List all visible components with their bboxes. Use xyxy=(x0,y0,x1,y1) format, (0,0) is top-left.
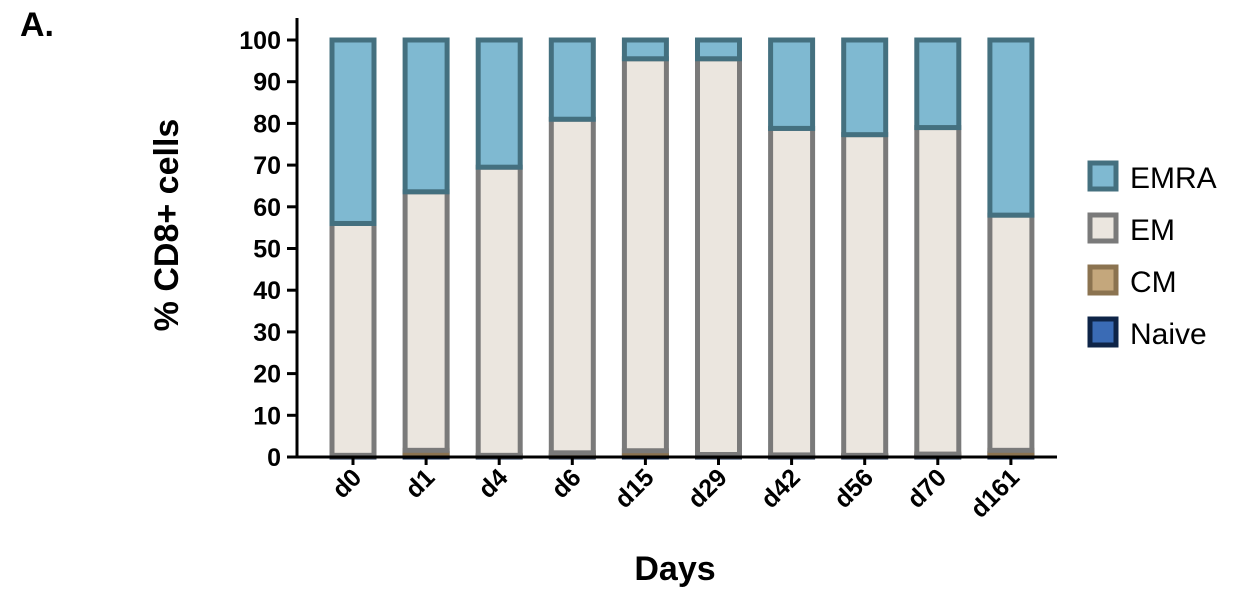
y-tick-label: 40 xyxy=(253,277,281,305)
legend-swatch-cm xyxy=(1087,264,1119,296)
bar-segment-d1-em xyxy=(402,189,450,453)
legend-label-naive: Naive xyxy=(1130,318,1207,351)
y-tick-label: 10 xyxy=(253,402,281,430)
legend: EMRA EM CM Naive xyxy=(1087,160,1217,351)
x-tick-label-d6: d6 xyxy=(546,463,586,503)
bar-segment-d70-em xyxy=(914,125,962,457)
bar-segment-d56-emra xyxy=(841,37,889,138)
bar-segment-d1-emra xyxy=(402,37,450,195)
bar-segment-d15-em xyxy=(621,56,669,454)
y-tick-label: 70 xyxy=(253,152,281,180)
legend-swatch-naive xyxy=(1087,316,1119,348)
bar-segment-d15-emra xyxy=(621,37,669,62)
bar-segment-d29-emra xyxy=(695,37,742,62)
x-tick-label-d161: d161 xyxy=(965,463,1025,523)
bar-segment-d161-em xyxy=(987,212,1035,453)
bar-segment-d161-emra xyxy=(987,37,1035,218)
x-tick-label-d56: d56 xyxy=(829,463,879,513)
x-ticks-group: d0 d1 d4 d6 d15 d29 d42 d56 d70 d161 xyxy=(327,457,1025,524)
y-tick-label: 50 xyxy=(253,236,281,264)
legend-label-cm: CM xyxy=(1130,266,1177,299)
bar-segment-d0-emra xyxy=(329,37,377,226)
y-tick-label: 100 xyxy=(239,27,281,55)
bar-segment-d4-em xyxy=(475,164,523,458)
x-tick-label-d15: d15 xyxy=(609,463,659,513)
bar-segment-d0-em xyxy=(329,220,377,458)
axes-group xyxy=(295,18,1057,459)
y-tick-label: 0 xyxy=(267,444,281,472)
x-tick-label-d4: d4 xyxy=(473,463,513,503)
legend-label-em: EM xyxy=(1130,214,1175,247)
y-axis-title: % CD8+ cells xyxy=(148,119,186,332)
bar-segment-d42-em xyxy=(768,125,816,458)
bar-segment-d6-emra xyxy=(548,37,596,122)
panel-label: A. xyxy=(20,6,54,44)
legend-swatch-em xyxy=(1087,212,1119,244)
x-tick-label-d0: d0 xyxy=(327,463,367,503)
legend-swatch-emra xyxy=(1087,160,1119,192)
y-ticks-group: 0 10 20 30 40 50 60 70 80 90 100 xyxy=(239,27,297,472)
y-tick-label: 80 xyxy=(253,110,281,138)
x-tick-label-d70: d70 xyxy=(902,463,952,513)
bars-group xyxy=(329,37,1035,460)
legend-label-emra: EMRA xyxy=(1130,162,1217,195)
bar-segment-d42-emra xyxy=(768,37,816,131)
x-axis-title: Days xyxy=(634,550,715,588)
bar-segment-d6-em xyxy=(548,116,596,456)
bar-segment-d4-emra xyxy=(475,37,523,170)
bar-segment-d70-emra xyxy=(914,37,962,131)
x-tick-label-d1: d1 xyxy=(400,463,440,503)
y-tick-label: 20 xyxy=(253,361,281,389)
x-tick-label-d42: d42 xyxy=(756,463,806,513)
bar-segment-d29-em xyxy=(695,56,742,457)
x-tick-label-d29: d29 xyxy=(682,463,732,513)
y-tick-label: 60 xyxy=(253,194,281,222)
y-tick-label: 30 xyxy=(253,319,281,347)
bar-segment-d56-em xyxy=(841,132,889,458)
y-tick-label: 90 xyxy=(253,69,281,97)
